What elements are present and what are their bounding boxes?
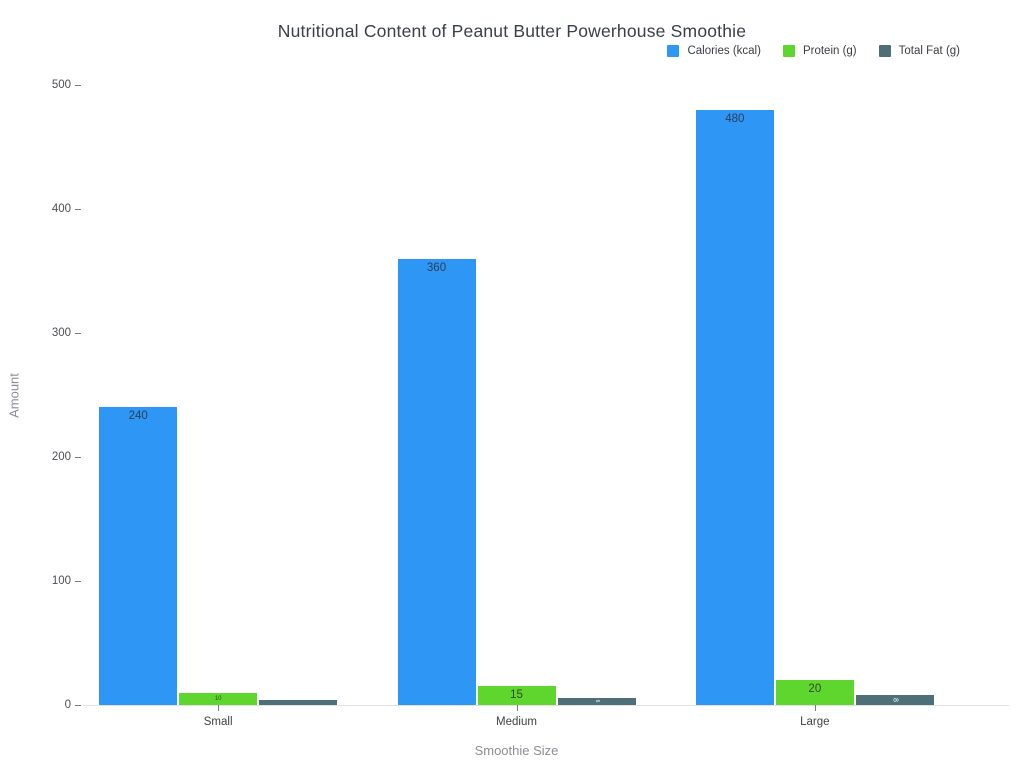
bar-total-large[interactable]: 8 [855, 695, 934, 705]
x-tick-label: Medium [496, 716, 537, 728]
total-fat-swatch-icon [878, 45, 891, 57]
bar-calories-large[interactable]: 480 [695, 109, 774, 705]
bar-value-label: 6 [593, 699, 600, 703]
protein-swatch-icon [782, 45, 795, 57]
legend-label: Calories (kcal) [687, 45, 761, 57]
y-tick-mark [75, 332, 81, 334]
bar-calories-medium[interactable]: 360 [397, 258, 476, 705]
legend-item-calories[interactable]: Calories (kcal) [667, 45, 761, 57]
x-tick-label: Small [203, 716, 233, 728]
x-tick-mark [814, 705, 816, 711]
y-tick-label: 300 [51, 327, 71, 339]
bar-total-small[interactable] [259, 700, 338, 705]
y-tick-mark [75, 456, 81, 458]
legend-item-protein[interactable]: Protein (g) [782, 45, 857, 57]
y-tick-mark [75, 208, 81, 210]
x-axis-line [84, 705, 1009, 706]
y-axis-title: Amount [6, 373, 22, 418]
y-tick-label: 100 [51, 575, 71, 587]
bar-protein-medium[interactable]: 15 [477, 686, 556, 705]
y-tick-mark [75, 580, 81, 582]
bar-total-medium[interactable]: 6 [557, 697, 636, 705]
bar-protein-large[interactable]: 20 [775, 680, 854, 705]
y-tick-mark [75, 704, 81, 706]
bar-calories-small[interactable]: 240 [99, 407, 178, 705]
chart-title: Nutritional Content of Peanut Butter Pow… [277, 21, 747, 41]
legend-label: Protein (g) [802, 45, 857, 57]
bar-value-label: 10 [214, 695, 222, 702]
x-tick-label: Large [800, 716, 830, 728]
y-tick-label: 500 [51, 79, 71, 91]
y-tick-label: 400 [51, 203, 71, 215]
legend-item-total-fat[interactable]: Total Fat (g) [878, 45, 960, 57]
y-tick-label: 0 [64, 699, 71, 711]
y-tick-mark [75, 84, 81, 86]
bar-value-label: 8 [891, 698, 899, 702]
bar-value-label: 15 [510, 689, 523, 702]
x-tick-mark [218, 705, 220, 711]
y-tick-label: 200 [51, 451, 71, 463]
x-tick-mark [516, 705, 518, 711]
bar-value-label: 480 [725, 112, 745, 125]
legend-label: Total Fat (g) [898, 45, 960, 57]
x-axis-title: Smoothie Size [474, 743, 559, 758]
legend: Calories (kcal) Protein (g) Total Fat (g… [667, 45, 960, 57]
calories-swatch-icon [667, 45, 680, 57]
bar-value-label: 360 [426, 261, 447, 274]
bar-protein-small[interactable]: 10 [179, 692, 258, 705]
bar-value-label: 240 [128, 410, 148, 423]
bar-value-label: 20 [808, 683, 822, 696]
